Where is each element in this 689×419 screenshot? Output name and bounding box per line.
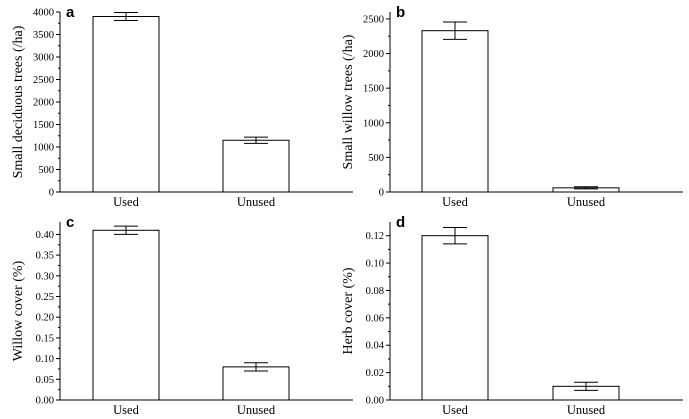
chart-2-y-tick-label: 0.00 <box>36 396 54 407</box>
panel-letter-a: a <box>66 4 75 21</box>
chart-1-y-tick-label: 2000 <box>363 49 384 60</box>
chart-2-x-tick-label: Unused <box>237 403 276 417</box>
chart-2-x-tick-label: Used <box>113 403 139 417</box>
chart-1-y-tick-label: 1000 <box>363 118 384 129</box>
chart-1-y-axis-title: Small willow trees (/ha) <box>341 34 356 169</box>
chart-0-y-tick-label: 2500 <box>33 75 54 86</box>
chart-3-x-tick-label: Unused <box>567 403 606 417</box>
panel-letter-d: d <box>396 214 405 231</box>
chart-0-x-tick-label: Used <box>113 195 139 209</box>
chart-3-y-tick-label: 0.12 <box>366 231 384 242</box>
chart-3-x-tick-label: Used <box>442 403 468 417</box>
chart-1-bar-used <box>421 30 489 193</box>
chart-3-y-tick-label: 0.10 <box>366 259 384 270</box>
chart-2-y-tick-label: 0.35 <box>36 251 54 262</box>
chart-0-bar-unused <box>222 139 290 193</box>
chart-0-y-tick-label: 3000 <box>33 53 54 64</box>
chart-0-y-tick-label: 500 <box>38 165 54 176</box>
chart-0-y-tick-label: 3500 <box>33 30 54 41</box>
chart-0-y-axis-title: Small deciduous trees (/ha) <box>11 25 26 178</box>
chart-0-bar-used <box>92 16 160 193</box>
chart-2-y-tick-label: 0.40 <box>36 230 54 241</box>
chart-0-y-tick-label: 2000 <box>33 98 54 109</box>
chart-2-bar-unused <box>222 366 290 401</box>
chart-2-y-tick-label: 0.05 <box>36 375 54 386</box>
chart-1-y-tick-label: 500 <box>368 153 384 164</box>
chart-2-y-tick-label: 0.25 <box>36 292 54 303</box>
chart-2-y-tick-label: 0.15 <box>36 333 54 344</box>
chart-1-x-tick-label: Unused <box>567 195 606 209</box>
chart-3-y-tick-label: 0.06 <box>366 313 384 324</box>
chart-0-y-tick-label: 4000 <box>33 8 54 19</box>
chart-0-x-tick-label: Unused <box>237 195 276 209</box>
chart-1-y-tick-label: 0 <box>379 188 384 199</box>
chart-2-bar-used <box>92 229 160 401</box>
chart-3-y-tick-label: 0.04 <box>366 341 385 352</box>
chart-3-y-tick-label: 0.08 <box>366 286 384 297</box>
panel-letter-c: c <box>66 214 74 231</box>
chart-3-y-tick-label: 0.02 <box>366 368 384 379</box>
chart-2-y-tick-label: 0.30 <box>36 271 54 282</box>
chart-3-bar-used <box>421 235 489 401</box>
chart-1-y-tick-label: 1500 <box>363 84 384 95</box>
chart-2-y-axis-title: Willow cover (%) <box>11 260 26 361</box>
chart-3-y-tick-label: 0.00 <box>366 396 384 407</box>
chart-0-y-tick-label: 0 <box>49 188 54 199</box>
chart-0-y-tick-label: 1500 <box>33 120 54 131</box>
chart-0-y-tick-label: 1000 <box>33 143 54 154</box>
panel-letter-b: b <box>396 4 405 21</box>
chart-2-y-tick-label: 0.10 <box>36 354 54 365</box>
chart-1-y-tick-label: 2500 <box>363 14 384 25</box>
chart-1-x-tick-label: Used <box>442 195 468 209</box>
chart-2-y-tick-label: 0.20 <box>36 313 54 324</box>
chart-3-y-axis-title: Herb cover (%) <box>341 267 356 354</box>
